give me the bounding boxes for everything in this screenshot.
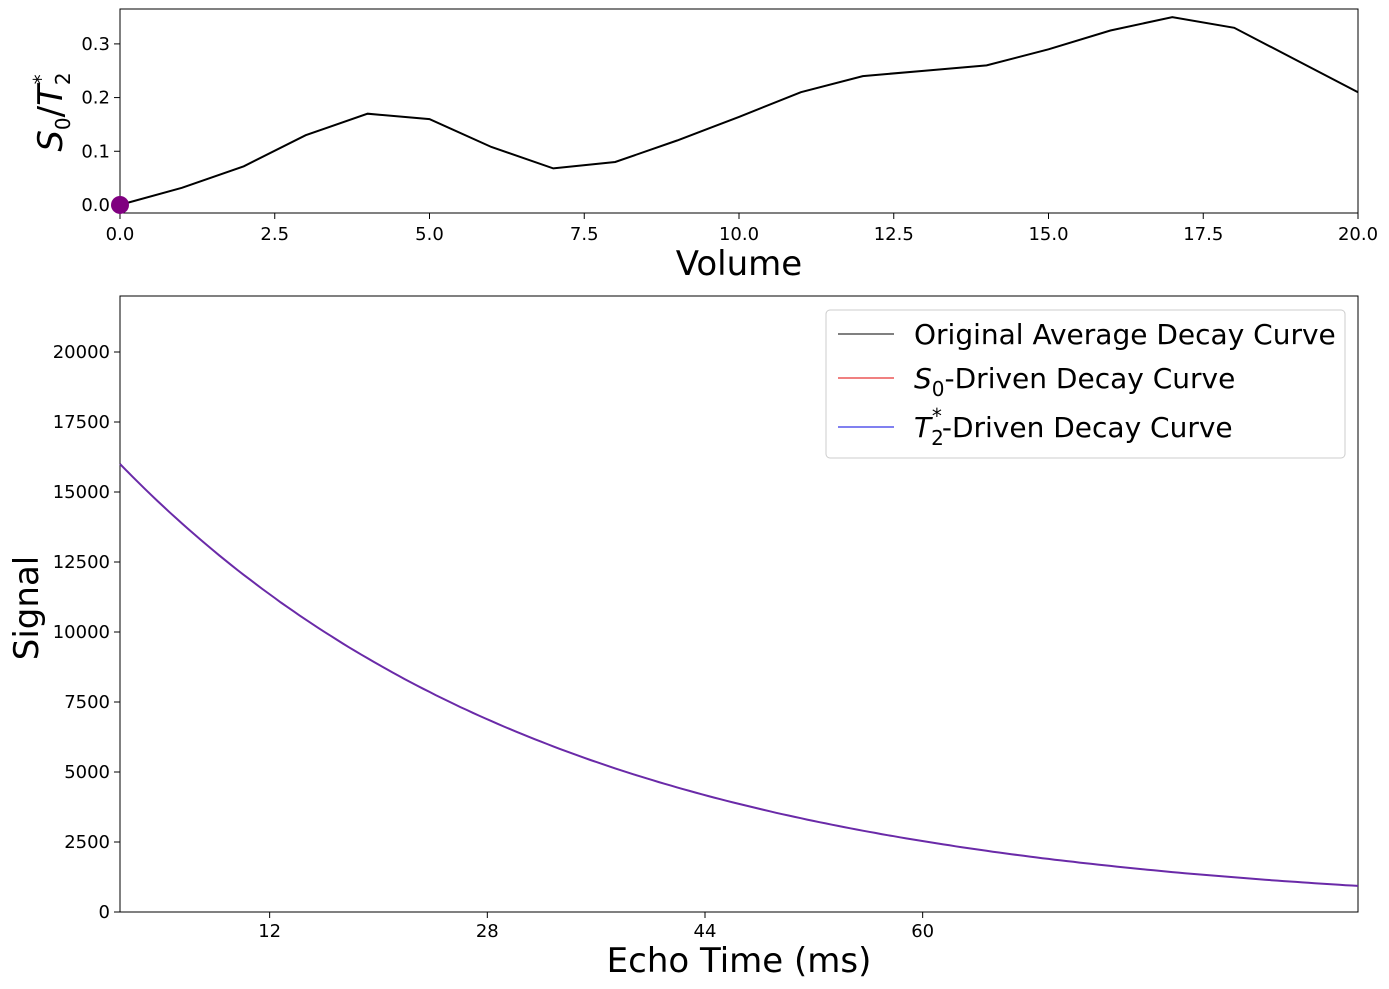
top-x-tick-label: 5.0 — [415, 224, 444, 245]
legend-box — [825, 309, 1346, 459]
top-y-ticks: 0.0 0.1 0.2 0.3 — [81, 34, 120, 216]
legend-label-s0: S0-Driven Decay Curve — [914, 362, 1235, 401]
bottom-x-tick-label: 28 — [476, 921, 499, 942]
top-x-tick-label: 10.0 — [719, 224, 759, 245]
top-y-axis-label: S0/T2* — [29, 72, 75, 151]
top-x-tick-label: 7.5 — [570, 224, 599, 245]
bottom-y-tick-label: 10000 — [53, 622, 110, 643]
top-y-tick-label: 0.0 — [81, 195, 110, 216]
legend-label-s0-suffix: -Driven Decay Curve — [945, 362, 1236, 395]
legend-label-original: Original Average Decay Curve — [914, 318, 1336, 351]
top-y-tick-label: 0.1 — [81, 141, 110, 162]
bottom-y-tick-label: 17500 — [53, 412, 110, 433]
decay-curve-line — [119, 463, 1359, 887]
top-x-axis-label: Volume — [676, 244, 802, 284]
bottom-chart: 12 28 44 60 0 2500 5000 7500 10000 12500 15000 175… — [7, 295, 1359, 981]
bottom-y-tick-label: 20000 — [53, 342, 110, 363]
top-x-tick-label: 20.0 — [1338, 224, 1378, 245]
bottom-x-ticks: 12 28 44 60 — [258, 912, 934, 942]
top-x-tick-label: 2.5 — [260, 224, 289, 245]
top-chart: 0.0 2.5 5.0 7.5 10.0 12.5 15.0 17.5 20.0 0.00.10… — [29, 8, 1378, 284]
bottom-y-tick-label: 0 — [99, 902, 110, 923]
legend-label-t2star-suffix: -Driven Decay Curve — [942, 411, 1233, 444]
bottom-y-tick-label: 15000 — [53, 482, 110, 503]
bottom-x-tick-label: 60 — [911, 921, 934, 942]
top-y-tick-label: 0.2 — [81, 88, 110, 109]
bottom-y-tick-label: 12500 — [53, 552, 110, 573]
bottom-x-tick-label: 44 — [694, 921, 717, 942]
legend: Original Average Decay Curve S0-Driven D… — [825, 309, 1346, 459]
bottom-x-tick-label: 12 — [258, 921, 281, 942]
legend-label-t2star: T2*-Driven Decay Curve — [914, 404, 1233, 450]
top-x-ticks: 0.0 2.5 5.0 7.5 10.0 12.5 15.0 17.5 20.0 — [106, 213, 1378, 245]
bottom-y-tick-label: 5000 — [64, 762, 110, 783]
top-y-tick-label: 0.3 — [81, 34, 110, 55]
top-x-tick-label: 12.5 — [874, 224, 914, 245]
bottom-y-tick-label: 7500 — [64, 692, 110, 713]
bottom-x-axis-label: Echo Time (ms) — [607, 941, 872, 981]
bottom-y-tick-label: 2500 — [64, 832, 110, 853]
current-volume-marker — [111, 195, 129, 214]
top-x-tick-label: 17.5 — [1183, 224, 1223, 245]
bottom-y-axis-label: Signal — [7, 556, 47, 660]
bottom-y-ticks: 0 2500 5000 7500 10000 12500 15000 17500 20000 — [53, 342, 120, 923]
top-plot-area — [119, 8, 1359, 214]
top-x-tick-label: 15.0 — [1028, 224, 1068, 245]
top-x-tick-label: 0.0 — [106, 224, 135, 245]
top-series-line — [119, 16, 1359, 206]
